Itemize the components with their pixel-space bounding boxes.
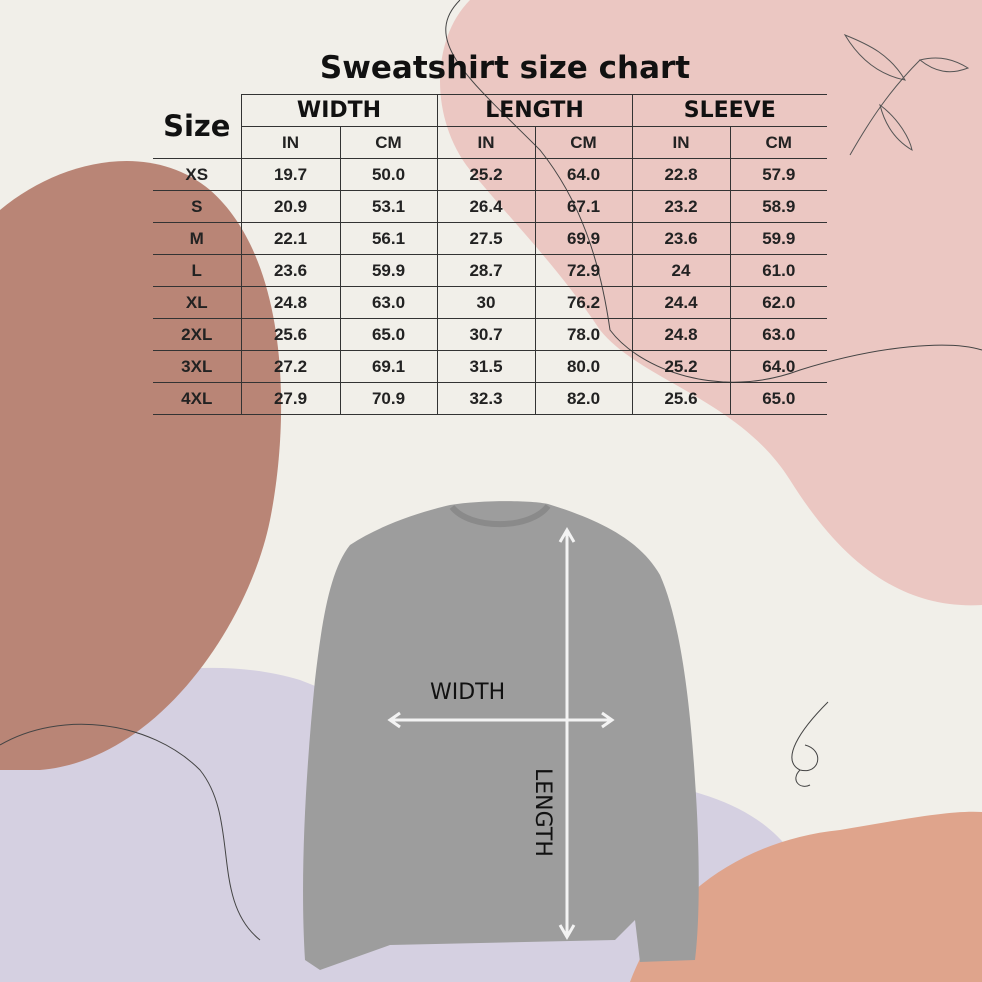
value-cell: 27.9: [240, 382, 341, 415]
table-row: 3XL 27.2 69.1 31.5 80.0 25.2 64.0: [153, 350, 827, 383]
unit-header: CM: [534, 126, 633, 159]
size-cell: XS: [153, 158, 242, 191]
value-cell: 25.6: [631, 382, 731, 415]
value-cell: 76.2: [534, 286, 633, 319]
value-cell: 26.4: [436, 190, 536, 223]
unit-header: IN: [436, 126, 536, 159]
value-cell: 24.8: [631, 318, 731, 351]
value-cell: 23.6: [240, 254, 341, 287]
group-header-row: Size WIDTH LENGTH SLEEVE: [153, 94, 827, 159]
value-cell: 27.5: [436, 222, 536, 255]
value-cell: 80.0: [534, 350, 633, 383]
unit-header: IN: [631, 126, 731, 159]
value-cell: 69.9: [534, 222, 633, 255]
table-row: XL 24.8 63.0 30 76.2 24.4 62.0: [153, 286, 827, 319]
value-cell: 50.0: [339, 158, 438, 191]
value-cell: 62.0: [729, 286, 827, 319]
value-cell: 63.0: [729, 318, 827, 351]
leaf-sketch-icon: [843, 33, 970, 156]
size-cell: M: [153, 222, 242, 255]
salmon-blob: [630, 811, 982, 982]
value-cell: 32.3: [436, 382, 536, 415]
size-table: Size WIDTH LENGTH SLEEVE IN CM IN CM IN CM XS…: [153, 94, 827, 415]
value-cell: 64.0: [729, 350, 827, 383]
table-row: XS 19.7 50.0 25.2 64.0 22.8 57.9: [153, 158, 827, 191]
value-cell: 19.7: [240, 158, 341, 191]
unit-header: CM: [729, 126, 827, 159]
value-cell: 22.1: [240, 222, 341, 255]
value-cell: 31.5: [436, 350, 536, 383]
value-cell: 70.9: [339, 382, 438, 415]
size-cell: 4XL: [153, 382, 242, 415]
value-cell: 24.4: [631, 286, 731, 319]
width-header: WIDTH: [240, 94, 438, 127]
value-cell: 24.8: [240, 286, 341, 319]
width-label: WIDTH: [430, 680, 506, 705]
value-cell: 23.6: [631, 222, 731, 255]
value-cell: 24: [631, 254, 731, 287]
value-cell: 30.7: [436, 318, 536, 351]
length-label: LENGTH: [530, 768, 555, 857]
unit-header-row: IN CM IN CM IN CM: [153, 126, 827, 159]
size-cell: L: [153, 254, 242, 287]
chart-title: Sweatshirt size chart: [319, 50, 691, 86]
value-cell: 30: [436, 286, 536, 319]
size-header: Size: [153, 94, 242, 159]
value-cell: 69.1: [339, 350, 438, 383]
value-cell: 25.2: [436, 158, 536, 191]
value-cell: 22.8: [631, 158, 731, 191]
unit-header: IN: [240, 126, 341, 159]
value-cell: 28.7: [436, 254, 536, 287]
value-cell: 59.9: [729, 222, 827, 255]
table-row: 2XL 25.6 65.0 30.7 78.0 24.8 63.0: [153, 318, 827, 351]
value-cell: 65.0: [729, 382, 827, 415]
size-cell: XL: [153, 286, 242, 319]
value-cell: 72.9: [534, 254, 633, 287]
table-row: L 23.6 59.9 28.7 72.9 24 61.0: [153, 254, 827, 287]
value-cell: 20.9: [240, 190, 341, 223]
measure-arrows: [387, 527, 615, 940]
table-row: 4XL 27.9 70.9 32.3 82.0 25.6 65.0: [153, 382, 827, 415]
value-cell: 56.1: [339, 222, 438, 255]
value-cell: 25.6: [240, 318, 341, 351]
value-cell: 82.0: [534, 382, 633, 415]
size-cell: 2XL: [153, 318, 242, 351]
unit-header: CM: [339, 126, 438, 159]
value-cell: 53.1: [339, 190, 438, 223]
decorative-swirl: [791, 701, 829, 787]
value-cell: 67.1: [534, 190, 633, 223]
value-cell: 59.9: [339, 254, 438, 287]
value-cell: 57.9: [729, 158, 827, 191]
value-cell: 64.0: [534, 158, 633, 191]
decorative-line: [0, 723, 261, 941]
value-cell: 58.9: [729, 190, 827, 223]
size-cell: S: [153, 190, 242, 223]
value-cell: 78.0: [534, 318, 633, 351]
table-row: S 20.9 53.1 26.4 67.1 23.2 58.9: [153, 190, 827, 223]
value-cell: 61.0: [729, 254, 827, 287]
sleeve-header: SLEEVE: [631, 94, 827, 127]
value-cell: 25.2: [631, 350, 731, 383]
sweatshirt-image: [303, 501, 699, 970]
value-cell: 27.2: [240, 350, 341, 383]
value-cell: 65.0: [339, 318, 438, 351]
length-header: LENGTH: [436, 94, 633, 127]
table-row: M 22.1 56.1 27.5 69.9 23.6 59.9: [153, 222, 827, 255]
value-cell: 63.0: [339, 286, 438, 319]
size-cell: 3XL: [153, 350, 242, 383]
value-cell: 23.2: [631, 190, 731, 223]
